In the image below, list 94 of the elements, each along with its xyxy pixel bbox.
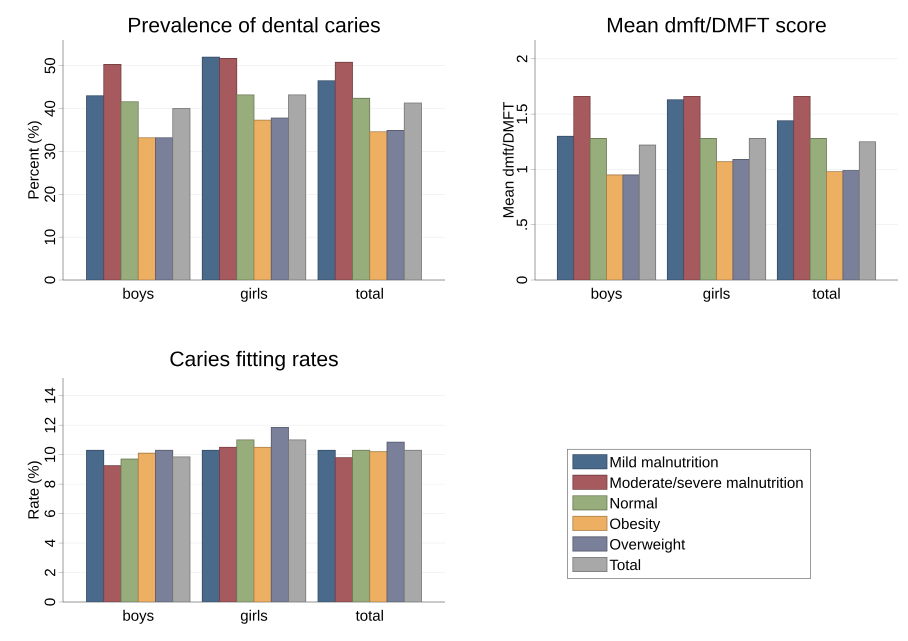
bar xyxy=(606,174,624,280)
bar xyxy=(573,96,591,280)
bar xyxy=(288,94,306,280)
x-tick-label: total xyxy=(812,288,840,299)
y-tick-label: 0 xyxy=(44,276,56,284)
y-tick-label: 4 xyxy=(44,539,56,547)
y-tick-label: .5 xyxy=(516,219,528,230)
x-tick-label: boys xyxy=(592,288,622,302)
y-axis-title: Percent (%) xyxy=(28,121,42,198)
legend-label: Obesity xyxy=(610,518,660,532)
bar xyxy=(288,440,306,602)
bar xyxy=(236,440,254,602)
bar xyxy=(556,136,574,280)
x-tick-label: girls xyxy=(240,288,268,302)
bar xyxy=(776,120,794,280)
y-axis-title: Mean dmft/DMFT xyxy=(502,102,514,218)
bar xyxy=(700,138,717,280)
bar xyxy=(842,170,860,280)
bar xyxy=(138,452,156,602)
bar xyxy=(590,138,607,280)
y-tick-label: 10 xyxy=(44,446,56,462)
y-tick-label: 2 xyxy=(516,55,528,62)
bar xyxy=(638,144,656,280)
bar xyxy=(219,446,238,602)
bar xyxy=(716,161,734,280)
bar xyxy=(86,450,104,602)
bar xyxy=(103,465,122,602)
bar xyxy=(369,451,388,602)
bar xyxy=(404,450,422,602)
bar xyxy=(318,80,336,280)
bar xyxy=(270,118,289,280)
y-tick-label: 2 xyxy=(44,569,56,576)
y-tick-label: 30 xyxy=(44,144,56,160)
y-axis-title: Rate (%) xyxy=(28,461,42,518)
bar xyxy=(254,120,272,280)
bar xyxy=(155,137,174,280)
x-tick-label: total xyxy=(356,288,383,299)
legend-label: Normal xyxy=(610,498,657,509)
bar xyxy=(666,99,684,280)
legend-label: Total xyxy=(610,559,640,570)
chart-title: Caries fitting rates xyxy=(170,350,338,370)
bar xyxy=(386,442,405,602)
bar xyxy=(236,94,254,280)
bar xyxy=(748,138,766,280)
bar xyxy=(334,457,353,602)
bar xyxy=(404,102,422,280)
bar xyxy=(103,64,122,280)
bar xyxy=(219,58,238,280)
bar xyxy=(138,137,156,280)
y-tick-label: 50 xyxy=(44,58,56,74)
bar xyxy=(202,56,220,280)
bar xyxy=(318,450,336,602)
bar xyxy=(172,108,190,280)
legend-label: Moderate/severe malnutrition xyxy=(610,476,803,488)
y-tick-label: 20 xyxy=(44,186,56,202)
x-tick-label: total xyxy=(356,610,383,621)
bar xyxy=(155,450,174,602)
y-tick-label: 0 xyxy=(44,598,56,606)
bar xyxy=(810,138,827,280)
y-tick-label: 8 xyxy=(44,480,56,488)
x-tick-label: boys xyxy=(123,610,154,624)
y-tick-label: 12 xyxy=(44,418,56,432)
chart-title: Mean dmft/DMFT score xyxy=(608,17,826,32)
bar xyxy=(120,101,139,280)
x-tick-label: girls xyxy=(703,288,730,302)
x-tick-label: boys xyxy=(123,288,154,302)
y-tick-label: 40 xyxy=(44,100,56,117)
y-tick-label: 0 xyxy=(516,276,528,284)
chart-title: Prevalence of dental caries xyxy=(129,17,380,32)
y-tick-label: 1.5 xyxy=(516,104,528,124)
bar xyxy=(826,171,844,280)
bar xyxy=(254,446,272,602)
bar xyxy=(369,131,388,280)
bar xyxy=(793,96,811,280)
bar xyxy=(622,174,640,280)
bar xyxy=(858,141,876,280)
bar xyxy=(172,456,190,602)
bar xyxy=(352,98,370,280)
legend-label: Overweight xyxy=(610,538,686,553)
bar xyxy=(202,450,220,602)
bar xyxy=(683,96,701,280)
legend-label: Mild malnutrition xyxy=(610,456,718,468)
bar xyxy=(386,130,405,280)
y-tick-label: 10 xyxy=(44,229,56,244)
y-tick-label: 6 xyxy=(44,510,56,517)
bar xyxy=(86,95,104,280)
bar xyxy=(334,62,353,280)
bar xyxy=(120,458,139,602)
y-tick-label: 1 xyxy=(516,166,528,172)
bar xyxy=(352,450,370,602)
bar xyxy=(270,426,289,602)
bar xyxy=(732,159,750,280)
y-tick-label: 14 xyxy=(44,388,56,403)
x-tick-label: girls xyxy=(240,610,268,624)
